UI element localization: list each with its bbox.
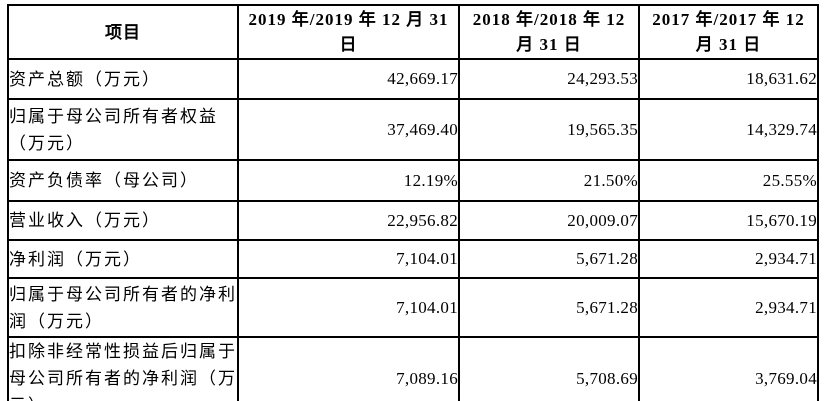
table-header-row: 项目 2019 年/2019 年 12 月 31 日 2018 年/2018 年…	[7, 4, 819, 60]
row-label: 资产负债率（母公司）	[7, 159, 239, 202]
value-2017: 18,631.62	[638, 58, 819, 100]
table-row: 营业收入（万元） 22,956.82 20,009.07 15,670.19	[7, 200, 819, 241]
value-2019: 22,956.82	[237, 200, 460, 241]
value-2017: 2,934.71	[638, 277, 819, 338]
column-header-2018: 2018 年/2018 年 12 月 31 日	[458, 4, 640, 60]
value-2018: 5,671.28	[458, 239, 640, 279]
value-2017: 25.55%	[638, 159, 819, 202]
value-2017: 15,670.19	[638, 200, 819, 241]
table-row: 扣除非经常性损益后归属于母公司所有者的净利润（万元） 7,089.16 5,70…	[7, 336, 819, 401]
value-2018: 19,565.35	[458, 98, 640, 161]
row-label: 资产总额（万元）	[7, 58, 239, 100]
value-2018: 20,009.07	[458, 200, 640, 241]
table-row: 净利润（万元） 7,104.01 5,671.28 2,934.71	[7, 239, 819, 279]
table-row: 资产负债率（母公司） 12.19% 21.50% 25.55%	[7, 159, 819, 202]
value-2017: 3,769.04	[638, 336, 819, 401]
row-label: 营业收入（万元）	[7, 200, 239, 241]
value-2018: 24,293.53	[458, 58, 640, 100]
value-2019: 7,089.16	[237, 336, 460, 401]
table-row: 归属于母公司所有者的净利润（万元） 7,104.01 5,671.28 2,93…	[7, 277, 819, 338]
value-2017: 14,329.74	[638, 98, 819, 161]
column-header-2019: 2019 年/2019 年 12 月 31 日	[237, 4, 460, 60]
row-label: 净利润（万元）	[7, 239, 239, 279]
row-label: 归属于母公司所有者权益（万元）	[7, 98, 239, 161]
value-2018: 5,671.28	[458, 277, 640, 338]
value-2019: 7,104.01	[237, 239, 460, 279]
value-2018: 21.50%	[458, 159, 640, 202]
row-label: 归属于母公司所有者的净利润（万元）	[7, 277, 239, 338]
value-2018: 5,708.69	[458, 336, 640, 401]
financial-summary-table: 项目 2019 年/2019 年 12 月 31 日 2018 年/2018 年…	[7, 4, 819, 401]
value-2017: 2,934.71	[638, 239, 819, 279]
table-row: 资产总额（万元） 42,669.17 24,293.53 18,631.62	[7, 58, 819, 100]
row-label: 扣除非经常性损益后归属于母公司所有者的净利润（万元）	[7, 336, 239, 401]
value-2019: 37,469.40	[237, 98, 460, 161]
column-header-item: 项目	[7, 4, 239, 60]
value-2019: 12.19%	[237, 159, 460, 202]
table-row: 归属于母公司所有者权益（万元） 37,469.40 19,565.35 14,3…	[7, 98, 819, 161]
value-2019: 7,104.01	[237, 277, 460, 338]
column-header-2017: 2017 年/2017 年 12 月 31 日	[638, 4, 819, 60]
value-2019: 42,669.17	[237, 58, 460, 100]
